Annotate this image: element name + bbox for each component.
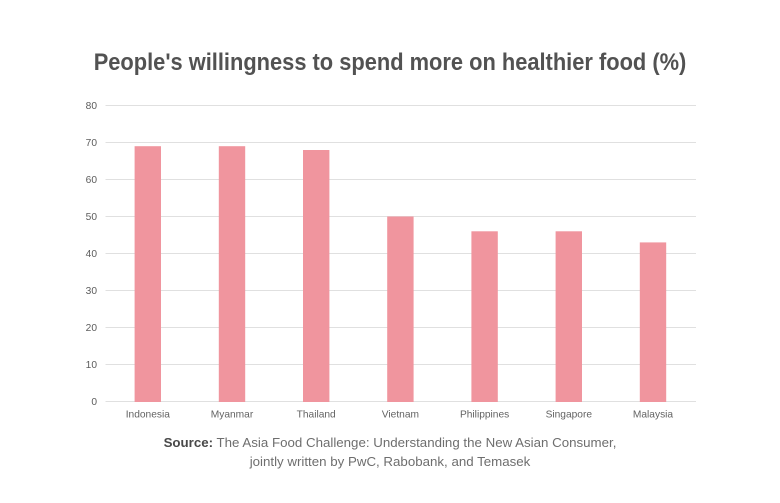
- svg-text:Thailand: Thailand: [297, 410, 336, 421]
- svg-text:Philippines: Philippines: [460, 410, 509, 421]
- svg-text:Malaysia: Malaysia: [633, 410, 674, 421]
- svg-text:30: 30: [86, 286, 98, 297]
- svg-text:People's willingness to spend: People's willingness to spend more on he…: [94, 48, 687, 75]
- svg-text:40: 40: [86, 249, 98, 260]
- svg-text:10: 10: [86, 360, 98, 371]
- svg-text:50: 50: [86, 212, 98, 223]
- svg-text:Myanmar: Myanmar: [211, 410, 254, 421]
- svg-text:Indonesia: Indonesia: [126, 410, 171, 421]
- svg-text:Source: The Asia Food Challeng: Source: The Asia Food Challenge: Underst…: [164, 435, 617, 450]
- svg-text:Singapore: Singapore: [546, 410, 593, 421]
- svg-text:80: 80: [86, 101, 98, 112]
- svg-text:jointly written by PwC, Raboba: jointly written by PwC, Rabobank, and Te…: [249, 454, 531, 469]
- svg-text:60: 60: [86, 175, 98, 186]
- svg-text:Vietnam: Vietnam: [382, 410, 419, 421]
- svg-text:0: 0: [91, 397, 97, 408]
- svg-text:70: 70: [86, 138, 98, 149]
- svg-text:20: 20: [86, 323, 98, 334]
